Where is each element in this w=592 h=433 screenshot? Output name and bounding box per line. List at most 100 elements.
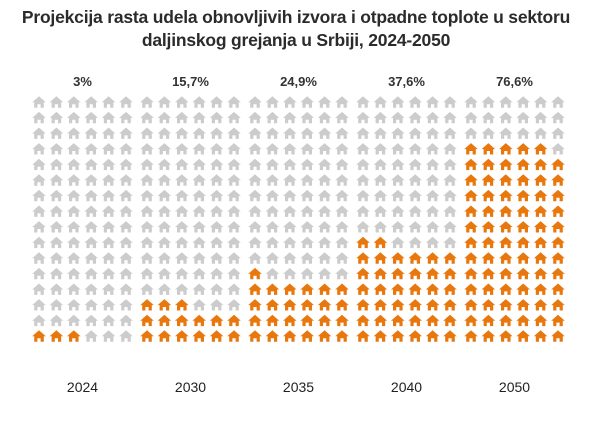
house-icon-empty: [101, 96, 116, 108]
house-icon-filled: [464, 221, 478, 233]
house-icon-empty: [67, 189, 81, 202]
house-icon-filled: [317, 299, 332, 311]
house-icon-empty: [84, 252, 98, 264]
house-icon-empty: [192, 299, 206, 311]
house-icon-empty: [356, 111, 370, 124]
house-icon-empty: [84, 189, 98, 202]
house-icon-filled: [373, 236, 388, 249]
house-icon-empty: [425, 158, 440, 171]
house-icon-empty: [248, 96, 262, 108]
house-icon-empty: [209, 283, 224, 295]
house-icon-empty: [373, 127, 388, 139]
house-icon-empty: [499, 127, 513, 139]
house-icon-empty: [317, 205, 332, 217]
house-icon-empty: [157, 189, 172, 202]
house-icon-filled: [209, 330, 224, 342]
house-icon-filled: [391, 283, 405, 295]
house-icon-empty: [49, 174, 64, 186]
house-icon-filled: [481, 221, 496, 233]
house-icon-empty: [373, 143, 388, 155]
house-icon-filled: [499, 236, 513, 249]
house-icon-empty: [192, 189, 206, 202]
house-icon-empty: [265, 252, 280, 264]
house-icon-empty: [101, 174, 116, 186]
house-icon-empty: [49, 236, 64, 249]
house-icon-empty: [175, 127, 189, 139]
house-icon-filled: [499, 283, 513, 295]
house-icon-empty: [391, 205, 405, 217]
house-icon-empty: [443, 127, 457, 139]
house-icon-filled: [499, 189, 513, 202]
house-icon-empty: [49, 283, 64, 295]
house-icon-empty: [119, 236, 133, 249]
house-icon-filled: [140, 330, 154, 342]
house-icon-filled: [227, 314, 241, 327]
house-icon-filled: [516, 205, 530, 217]
house-icon-filled: [317, 314, 332, 327]
house-icon-filled: [283, 299, 297, 311]
house-icon-empty: [32, 314, 46, 327]
house-icon-empty: [140, 267, 154, 280]
house-icon-empty: [209, 299, 224, 311]
house-icon-empty: [283, 111, 297, 124]
house-icon-empty: [119, 221, 133, 233]
house-icon-empty: [356, 221, 370, 233]
house-icon-empty: [119, 143, 133, 155]
house-icon-filled: [300, 283, 314, 295]
house-icon-empty: [335, 143, 349, 155]
house-icon-empty: [425, 174, 440, 186]
house-icon-empty: [175, 189, 189, 202]
house-icon-empty: [300, 127, 314, 139]
house-icon-empty: [84, 143, 98, 155]
house-icon-filled: [499, 314, 513, 327]
house-icon-empty: [84, 267, 98, 280]
house-icon-filled: [373, 314, 388, 327]
house-icon-empty: [140, 236, 154, 249]
house-icon-empty: [391, 189, 405, 202]
house-icon-empty: [408, 221, 422, 233]
house-icon-empty: [32, 299, 46, 311]
house-icon-empty: [335, 158, 349, 171]
house-icon-empty: [317, 236, 332, 249]
house-icon-filled: [317, 283, 332, 295]
house-icon-empty: [391, 174, 405, 186]
house-icon-empty: [101, 205, 116, 217]
house-icon-filled: [533, 267, 548, 280]
house-icon-empty: [265, 127, 280, 139]
chart-title-line-2: daljinskog grejanja u Srbiji, 2024-2050: [141, 30, 451, 50]
house-icon-empty: [335, 111, 349, 124]
house-icon-empty: [283, 267, 297, 280]
house-icon-empty: [373, 189, 388, 202]
house-icon-filled: [283, 314, 297, 327]
house-icon-empty: [227, 158, 241, 171]
house-icon-empty: [317, 189, 332, 202]
house-icon-filled: [499, 158, 513, 171]
house-icon-empty: [175, 252, 189, 264]
house-icon-empty: [464, 111, 478, 124]
house-icon-empty: [356, 96, 370, 108]
house-icon-filled: [140, 314, 154, 327]
house-icon-empty: [157, 205, 172, 217]
house-icon-filled: [516, 236, 530, 249]
house-icon-empty: [49, 252, 64, 264]
house-icon-empty: [425, 236, 440, 249]
house-icon-filled: [32, 330, 46, 342]
house-icon-empty: [335, 96, 349, 108]
house-icon-empty: [209, 143, 224, 155]
house-icon-empty: [192, 267, 206, 280]
house-icon-empty: [265, 111, 280, 124]
house-icon-filled: [533, 252, 548, 264]
pictogram-group-2035: 24,9% 2035: [248, 74, 349, 395]
house-icon-filled: [425, 299, 440, 311]
house-icon-empty: [49, 96, 64, 108]
house-icon-filled: [481, 143, 496, 155]
house-icon-filled: [408, 283, 422, 295]
house-icon-empty: [192, 205, 206, 217]
house-icon-filled: [516, 174, 530, 186]
house-icon-empty: [425, 111, 440, 124]
house-icon-empty: [192, 252, 206, 264]
house-icon-filled: [516, 252, 530, 264]
house-icon-empty: [209, 174, 224, 186]
house-icon-filled: [533, 299, 548, 311]
house-icon-filled: [533, 236, 548, 249]
